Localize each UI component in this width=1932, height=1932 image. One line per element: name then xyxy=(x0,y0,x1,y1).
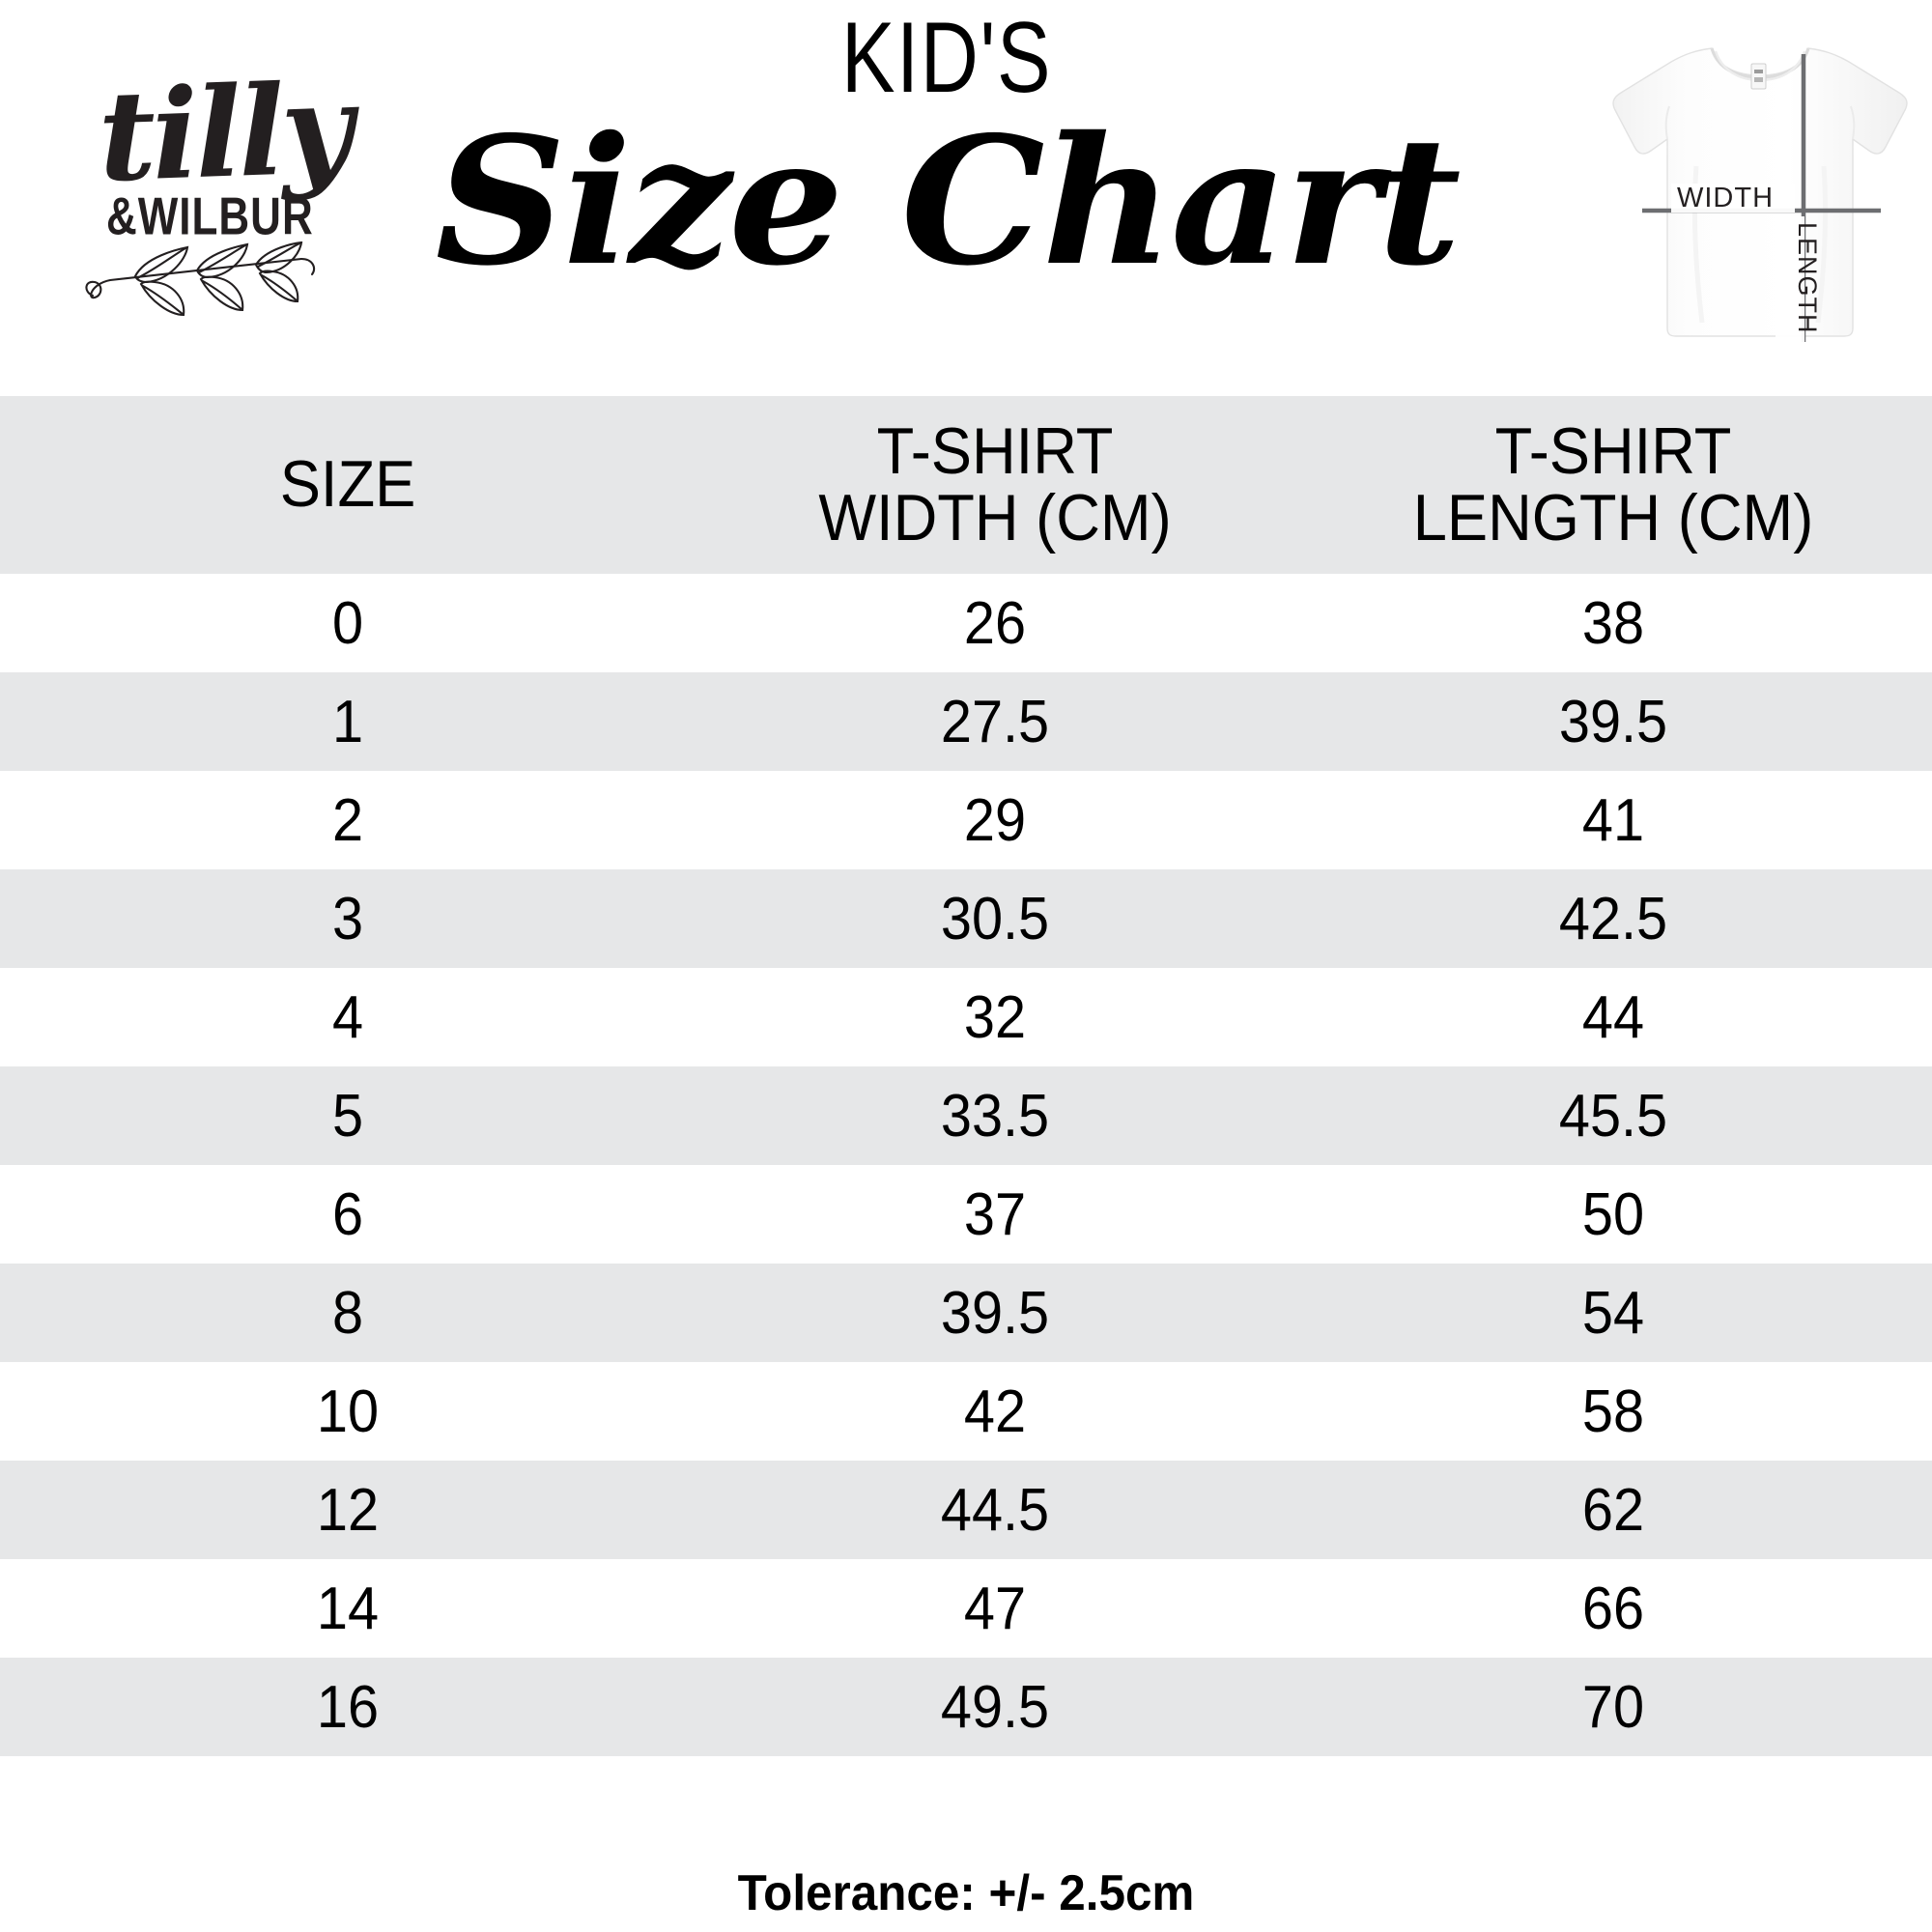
table-row: 6 37 50 xyxy=(0,1165,1932,1264)
header-cell-size: SIZE xyxy=(24,447,671,522)
cell-size: 8 xyxy=(331,1279,364,1347)
header-width-line2: WIDTH (CM) xyxy=(818,481,1172,554)
table-row: 3 30.5 42.5 xyxy=(0,869,1932,968)
cell-length: 70 xyxy=(1581,1673,1645,1741)
table-row: 14 47 66 xyxy=(0,1559,1932,1658)
cell-length: 50 xyxy=(1581,1180,1645,1248)
table-row: 2 29 41 xyxy=(0,771,1932,869)
cell-width: 47 xyxy=(963,1575,1027,1642)
table-row: 4 32 44 xyxy=(0,968,1932,1066)
tshirt-measurement-diagram: WIDTH LENGTH xyxy=(1612,47,1908,348)
cell-width: 27.5 xyxy=(940,688,1050,755)
cell-size: 12 xyxy=(316,1476,380,1544)
width-label: WIDTH xyxy=(1677,183,1774,213)
header-cell-width: T-SHIRT WIDTH (CM) xyxy=(717,413,1274,554)
size-chart-table: SIZE T-SHIRT WIDTH (CM) T-SHIRT LENGTH (… xyxy=(0,396,1932,1756)
page-header: tilly &WILBUR xyxy=(0,0,1932,396)
brand-logo: tilly &WILBUR xyxy=(70,57,352,317)
cell-size: 4 xyxy=(331,983,364,1051)
title-eyebrow: KID'S xyxy=(840,2,1053,114)
cell-size: 10 xyxy=(316,1378,380,1445)
table-row: 1 27.5 39.5 xyxy=(0,672,1932,771)
cell-width: 32 xyxy=(963,983,1027,1051)
table-row: 12 44.5 62 xyxy=(0,1461,1932,1559)
table-row: 0 26 38 xyxy=(0,574,1932,672)
cell-width: 26 xyxy=(963,589,1027,657)
cell-size: 16 xyxy=(316,1673,380,1741)
neck-label-tag xyxy=(1750,63,1767,90)
cell-length: 62 xyxy=(1581,1476,1645,1544)
cell-length: 66 xyxy=(1581,1575,1645,1642)
page-title: KID'S Size Chart xyxy=(319,0,1575,289)
cell-width: 39.5 xyxy=(940,1279,1050,1347)
title-main: Size Chart xyxy=(435,98,1461,305)
cell-width: 37 xyxy=(963,1180,1027,1248)
table-header-row: SIZE T-SHIRT WIDTH (CM) T-SHIRT LENGTH (… xyxy=(0,396,1932,574)
cell-length: 39.5 xyxy=(1558,688,1668,755)
cell-width: 29 xyxy=(963,786,1027,854)
cell-width: 44.5 xyxy=(940,1476,1050,1544)
cell-width: 33.5 xyxy=(940,1082,1050,1150)
header-length-line2: LENGTH (CM) xyxy=(1412,481,1814,554)
cell-length: 44 xyxy=(1581,983,1645,1051)
table-row: 5 33.5 45.5 xyxy=(0,1066,1932,1165)
brand-block-text: &WILBUR xyxy=(106,187,314,246)
cell-size: 5 xyxy=(331,1082,364,1150)
header-size-label: SIZE xyxy=(279,447,416,522)
cell-size: 3 xyxy=(331,885,364,952)
cell-width: 49.5 xyxy=(940,1673,1050,1741)
cell-size: 0 xyxy=(331,589,364,657)
cell-width: 42 xyxy=(963,1378,1027,1445)
table-row: 16 49.5 70 xyxy=(0,1658,1932,1756)
cell-size: 1 xyxy=(331,688,364,755)
cell-length: 41 xyxy=(1581,786,1645,854)
table-body: 0 26 38 1 27.5 39.5 2 29 41 3 30.5 42.5 4 32 44 5 33.5 45… xyxy=(0,574,1932,1756)
cell-size: 14 xyxy=(316,1575,380,1642)
cell-size: 2 xyxy=(331,786,364,854)
table-row: 8 39.5 54 xyxy=(0,1264,1932,1362)
table-row: 10 42 58 xyxy=(0,1362,1932,1461)
cell-length: 38 xyxy=(1581,589,1645,657)
cell-length: 45.5 xyxy=(1558,1082,1668,1150)
header-length-line1: T-SHIRT xyxy=(1494,413,1732,488)
leaf-branch-icon xyxy=(85,242,316,317)
cell-width: 30.5 xyxy=(940,885,1050,952)
cell-length: 58 xyxy=(1581,1378,1645,1445)
cell-length: 42.5 xyxy=(1558,885,1668,952)
cell-length: 54 xyxy=(1581,1279,1645,1347)
tolerance-note: Tolerance: +/- 2.5cm xyxy=(737,1865,1195,1921)
cell-size: 6 xyxy=(331,1180,364,1248)
header-width-line1: T-SHIRT xyxy=(876,413,1114,488)
length-label: LENGTH xyxy=(1793,222,1822,334)
header-cell-length: T-SHIRT LENGTH (CM) xyxy=(1317,413,1910,554)
